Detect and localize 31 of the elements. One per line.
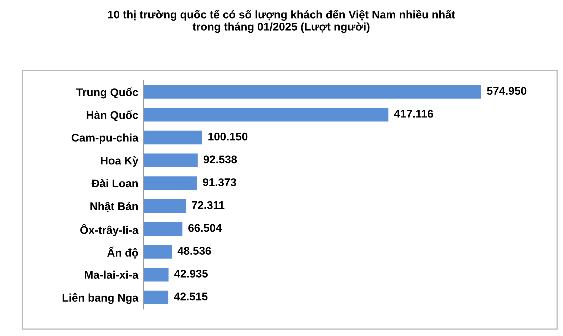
bar [144,199,186,214]
y-tick-label: Ấn độ [108,246,138,259]
data-label: 72.311 [192,201,225,210]
y-tick-label: Ôx-trây-li-a [80,224,139,236]
bar [144,268,169,282]
data-label: 92.538 [204,156,238,164]
bar [144,154,198,168]
bar [144,85,482,99]
y-tick-label: Hoa Kỳ [101,156,139,167]
data-label: 91.373 [203,178,236,186]
y-tick-label: Nhật Bản [90,202,138,212]
data-label: 48.536 [178,247,212,255]
bar [144,130,202,145]
y-tick-label: Hàn Quốc [86,110,138,122]
y-tick-label: Cam-pu-chia [72,134,139,144]
bar [144,245,172,259]
data-label: 417.116 [394,110,434,118]
data-label: 574.950 [487,87,527,96]
chart-title: 10 thị trường quốc tế có số lượng khách đến Việt Nam nhiều nhất trong tháng 01/2025 (Lượt người) [108,10,456,34]
bar [144,290,169,305]
y-tick-label: Liên bang Nga [62,294,139,304]
data-label: 100.150 [208,132,248,141]
data-label: 66.504 [188,224,222,232]
data-label: 42.515 [174,292,208,301]
y-tick-label: Trung Quốc [76,88,138,99]
bar [144,222,183,236]
bar [144,108,389,122]
y-tick-label: Đài Loan [92,179,138,188]
data-label: 42.935 [174,270,208,278]
bar [144,176,198,190]
y-tick-label: Ma-lai-xi-a [85,270,139,279]
